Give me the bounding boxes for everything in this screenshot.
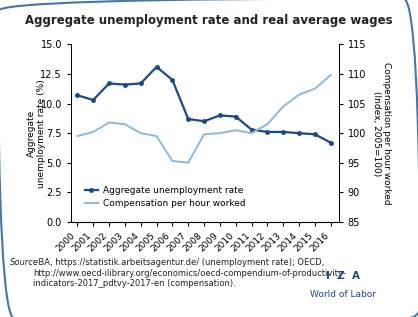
Y-axis label: Aggregate
unemployment rate (%): Aggregate unemployment rate (%): [26, 79, 46, 188]
Text: : BA, https://statistik.arbeitsagentur.de/ (unemployment rate); OECD,
http://www: : BA, https://statistik.arbeitsagentur.d…: [33, 258, 347, 288]
Legend: Aggregate unemployment rate, Compensation per hour worked: Aggregate unemployment rate, Compensatio…: [81, 182, 249, 212]
Text: World of Labor: World of Labor: [310, 290, 376, 299]
Text: Source: Source: [10, 258, 39, 267]
Text: Aggregate unemployment rate and real average wages: Aggregate unemployment rate and real ave…: [25, 14, 393, 27]
Y-axis label: Compensation per hour worked
(Index, 2005=100): Compensation per hour worked (Index, 200…: [372, 62, 391, 204]
Text: I  Z  A: I Z A: [326, 270, 360, 281]
